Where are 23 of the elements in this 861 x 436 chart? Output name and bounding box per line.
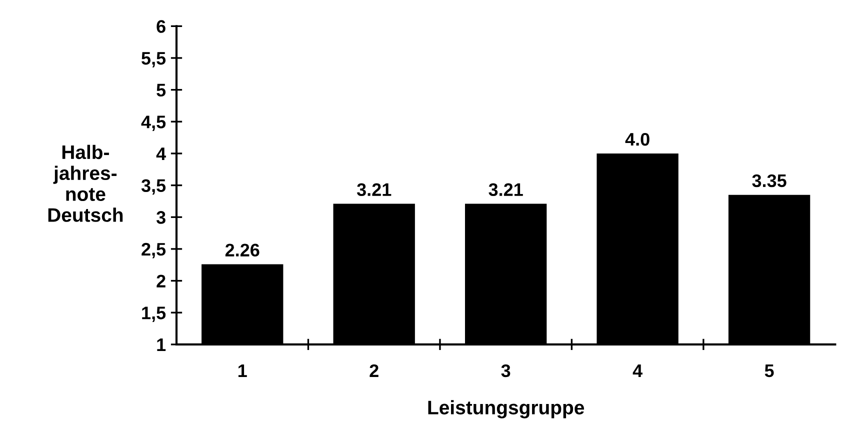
data-label: 2.26 [225, 244, 260, 256]
x-tick-label: 1 [238, 364, 247, 377]
data-label: 3.21 [356, 183, 392, 196]
x-tick-label: 4 [632, 364, 642, 377]
data-label: 3.21 [488, 183, 523, 196]
y-tick-label: 3,5 [141, 179, 166, 195]
y-tick-label: 2 [156, 274, 166, 288]
data-label: 4.0 [625, 132, 650, 146]
y-tick-label: 5,5 [142, 52, 166, 68]
y-axis-title: Halb- jahres- note Deutsch [48, 144, 123, 222]
x-tick-label: 5 [764, 364, 774, 378]
y-tick-label: 5 [156, 84, 166, 97]
y-tick-label: 4 [156, 148, 166, 160]
data-label: 3.35 [752, 174, 786, 188]
y-tick-label: 3 [156, 211, 166, 224]
y-tick-label: 1,5 [142, 306, 166, 322]
y-tick-label: 2,5 [142, 242, 166, 258]
x-tick-label: 2 [370, 364, 378, 377]
x-tick-label: 3 [501, 364, 510, 378]
y-tick-label: 1 [157, 338, 166, 351]
y-tick-label: 6 [156, 20, 166, 33]
x-axis-title: Leistungsgruppe [428, 400, 584, 418]
y-tick-label: 4,5 [141, 116, 166, 131]
